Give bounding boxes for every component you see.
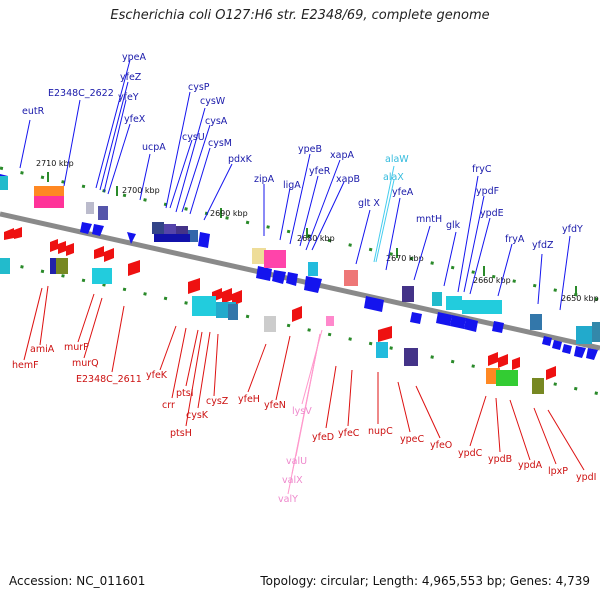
tick-label: 2670 kbp xyxy=(386,254,424,263)
forward-leaders xyxy=(19,59,571,311)
gene-label: yfeA xyxy=(392,187,414,198)
gene-label: yfeD xyxy=(312,432,334,443)
gene-label: yfeN xyxy=(264,400,286,411)
gene-label: ptsI xyxy=(176,388,194,399)
gene-label: eutR xyxy=(22,106,45,117)
gene-label: ypdC xyxy=(458,448,483,459)
gene-label: ypeC xyxy=(400,434,424,445)
gene-label: ptsH xyxy=(170,428,192,439)
genome-title: Escherichia coli O127:H6 str. E2348/69, … xyxy=(110,8,490,23)
gene-label: cysM xyxy=(208,138,232,149)
gene-label: glt X xyxy=(358,198,380,209)
reverse-gene-labels: amiA hemF murP murQ E2348C_2611 yfeK crr… xyxy=(12,342,596,505)
gene-label: fryC xyxy=(472,164,492,175)
gene-label: xapB xyxy=(336,174,360,185)
gene-label: cysP xyxy=(188,82,210,93)
gene-label: amiA xyxy=(30,344,55,355)
gene-label: zipA xyxy=(254,174,275,185)
gene-label: E2348C_2622 xyxy=(48,88,114,99)
gene-label: cysK xyxy=(186,410,209,421)
gene-label: cysZ xyxy=(206,396,229,407)
gene-label: pdxK xyxy=(228,154,253,165)
gene-label: yfeK xyxy=(146,370,168,381)
gene-label: E2348C_2611 xyxy=(76,374,142,385)
tick-label: 2710 kbp xyxy=(36,159,74,168)
tick-labels: 2710 kbp 2700 kbp 2690 kbp 2680 kbp 2670… xyxy=(36,159,599,303)
gene-label: fryA xyxy=(505,234,525,245)
feature-boxes xyxy=(0,176,600,344)
gene-label: hemF xyxy=(12,360,39,371)
rna-leaders xyxy=(373,165,395,263)
gene-label: ypdE xyxy=(480,208,504,219)
reverse-leaders xyxy=(23,285,585,471)
tick-marks xyxy=(47,172,577,296)
gene-label: ypeA xyxy=(122,52,146,63)
gene-label: crr xyxy=(162,400,175,411)
reverse-genes xyxy=(4,227,556,380)
gene-label: glk xyxy=(446,220,461,231)
gene-label: alaX xyxy=(383,172,404,183)
gene-label: yfdZ xyxy=(532,240,554,251)
gene-label: cysU xyxy=(182,132,205,143)
tick-label: 2690 kbp xyxy=(210,209,248,218)
reverse-feature-boxes xyxy=(0,258,544,394)
gene-label: ligA xyxy=(283,180,301,191)
gene-label: valU xyxy=(286,456,307,467)
gene-label: yfeY xyxy=(118,92,139,103)
gene-label: cysW xyxy=(200,96,226,107)
gene-label: ypdA xyxy=(518,460,543,471)
gene-label: mntH xyxy=(416,214,442,225)
gene-label: ypdB xyxy=(488,454,512,465)
gene-label: ucpA xyxy=(142,142,166,153)
forward-gene-labels: eutR E2348C_2622 ypeA yfeZ yfeY yfeX ucp… xyxy=(22,52,583,251)
gene-label: yfeZ xyxy=(120,72,142,83)
tick-label: 2650 kbp xyxy=(561,294,599,303)
gene-label: valX xyxy=(282,475,303,486)
tick-label: 2700 kbp xyxy=(122,186,160,195)
gene-label: murP xyxy=(64,342,89,353)
gene-label: yfdY xyxy=(562,224,583,235)
gene-label: alaW xyxy=(385,154,409,165)
gene-label: ypeB xyxy=(298,144,322,155)
gene-label: yfeO xyxy=(430,440,452,451)
gene-label: cysA xyxy=(205,116,228,127)
gene-label: ypdF xyxy=(476,186,499,197)
gene-label: murQ xyxy=(72,358,99,369)
gene-label: lysV xyxy=(292,406,312,417)
gene-label: xapA xyxy=(330,150,354,161)
trna-leaders xyxy=(287,329,323,495)
gene-label: ypdI xyxy=(576,472,596,483)
gene-label: yfeC xyxy=(338,428,360,439)
gene-label: valY xyxy=(278,494,298,505)
gene-label: yfeX xyxy=(124,114,146,125)
gene-label: lpxP xyxy=(548,466,568,477)
tick-label: 2680 kbp xyxy=(297,234,335,243)
gene-label: yfeH xyxy=(238,394,260,405)
genome-summary: Topology: circular; Length: 4,965,553 bp… xyxy=(260,574,590,588)
gene-label: nupC xyxy=(368,426,393,437)
accession-label: Accession: NC_011601 xyxy=(9,574,146,588)
tick-label: 2660 kbp xyxy=(473,276,511,285)
gene-label: yfeR xyxy=(309,166,331,177)
